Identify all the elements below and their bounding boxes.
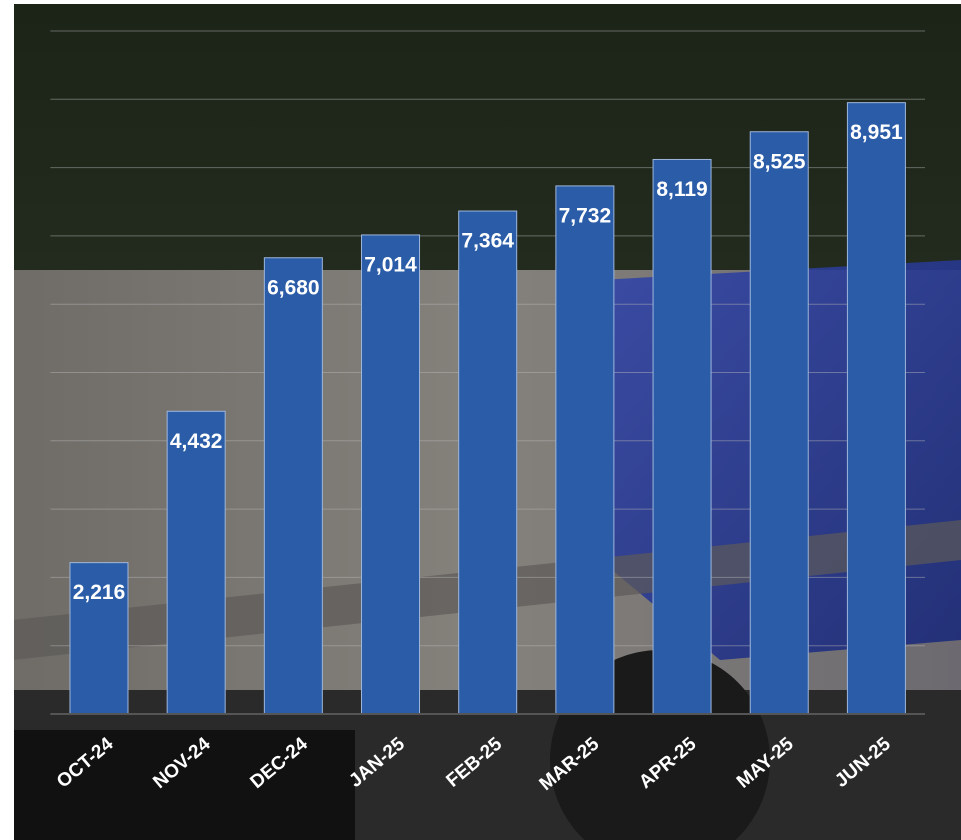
value-label: 7,364 [461, 230, 514, 253]
value-label: 8,119 [656, 178, 707, 201]
bar [750, 132, 808, 714]
value-label: 7,014 [364, 253, 417, 276]
value-label: 8,951 [850, 121, 903, 144]
bar [264, 258, 322, 714]
bar [167, 411, 225, 714]
bar [847, 103, 905, 714]
value-label: 7,732 [559, 204, 612, 227]
value-label: 2,216 [73, 581, 126, 604]
bar [653, 159, 711, 714]
value-label: 4,432 [170, 430, 223, 453]
page: OCT-24NOV-24DEC-24JAN-25FEB-25MAR-25APR-… [0, 0, 961, 840]
bar [362, 235, 420, 714]
bar [459, 211, 517, 714]
bar [556, 186, 614, 714]
chart: OCT-24NOV-24DEC-24JAN-25FEB-25MAR-25APR-… [0, 0, 961, 840]
value-label: 8,525 [753, 150, 806, 173]
value-label: 6,680 [267, 276, 320, 299]
